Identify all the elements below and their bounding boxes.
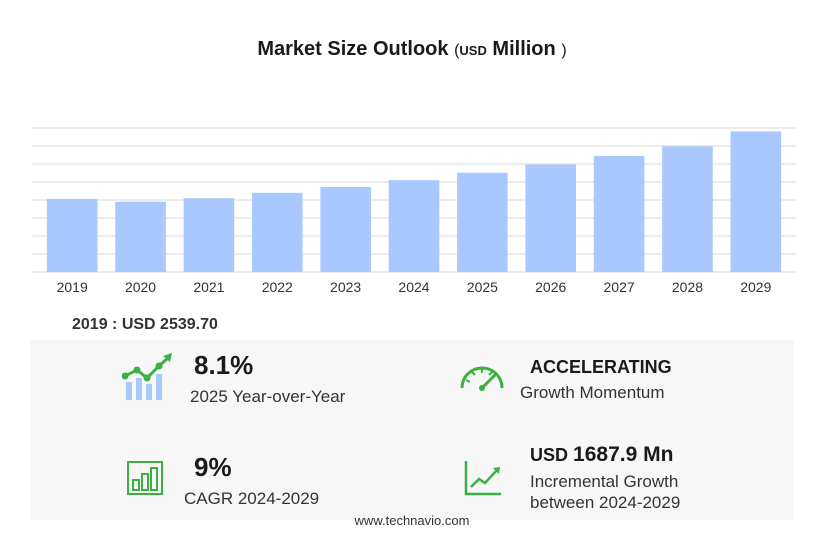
x-tick-label: 2022 — [262, 279, 293, 295]
x-tick-label: 2028 — [672, 279, 703, 295]
x-tick-label: 2029 — [740, 279, 771, 295]
incremental-value: USD 1687.9 Mn — [530, 443, 673, 467]
bar-2023 — [320, 187, 371, 272]
x-tick-label: 2023 — [330, 279, 361, 295]
chart-title-main: Market Size Outlook — [257, 38, 449, 60]
footer-url: www.technavio.com — [354, 513, 470, 528]
yoy-value: 8.1% — [194, 350, 254, 380]
chart-title: Market Size Outlook (USD Million ) — [0, 38, 824, 61]
bar-2021 — [183, 198, 235, 272]
incremental-label-1: Incremental Growth — [530, 472, 679, 491]
bar-2020 — [115, 201, 166, 272]
momentum-label: Growth Momentum — [520, 383, 665, 402]
bar-growth-icon — [127, 461, 163, 495]
title-close-paren: ) — [561, 42, 567, 59]
bar-2026 — [525, 164, 577, 272]
bar-2029 — [730, 131, 782, 272]
base-year-value: 2019 : USD 2539.70 — [72, 316, 218, 333]
title-unit-small: USD — [459, 43, 487, 58]
x-tick-label: 2025 — [467, 279, 498, 295]
title-unit: Million — [492, 38, 556, 60]
bar-2019 — [46, 198, 98, 272]
bar-2027 — [593, 155, 645, 272]
speedometer-icon — [460, 366, 504, 391]
x-tick-label: 2026 — [535, 279, 566, 295]
cagr-value: 9% — [194, 452, 232, 482]
bar-chart: 2019 2020 2021 2022 2023 2024 2025 2026 2027 2028… — [32, 127, 796, 295]
x-tick-label: 2020 — [125, 279, 156, 295]
bar-2022 — [251, 192, 303, 272]
line-growth-icon — [464, 461, 501, 496]
bar-2025 — [457, 172, 508, 272]
x-tick-label: 2021 — [193, 279, 224, 295]
x-tick-label: 2024 — [398, 279, 429, 295]
yoy-label: 2025 Year-over-Year — [190, 387, 346, 406]
x-tick-label: 2019 — [57, 279, 88, 295]
incremental-unit: USD — [530, 445, 569, 465]
cagr-label: CAGR 2024-2029 — [184, 489, 320, 508]
x-tick-label: 2027 — [604, 279, 635, 295]
bar-2028 — [662, 146, 713, 272]
incremental-amount: 1687.9 Mn — [573, 443, 674, 466]
momentum-value: ACCELERATING — [530, 357, 672, 377]
growth-chart-icon — [122, 353, 172, 400]
incremental-label-2: between 2024-2029 — [530, 493, 681, 512]
bar-2024 — [388, 180, 440, 272]
title-open-paren: ( — [454, 42, 460, 59]
